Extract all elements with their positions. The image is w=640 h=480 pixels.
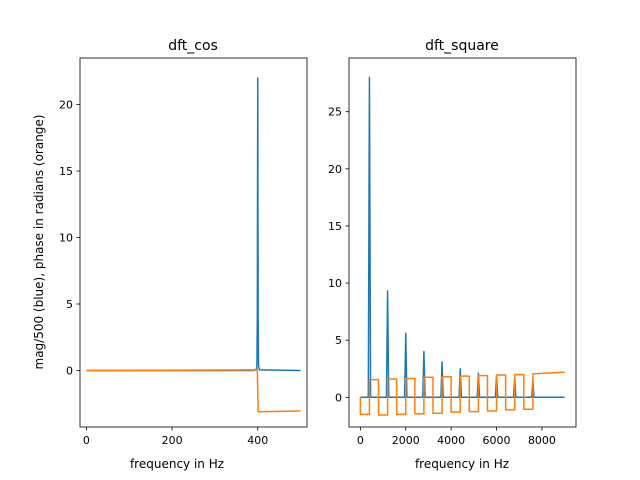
x-tick-label-dft-cos: 200 — [162, 434, 183, 447]
y-tick-label-dft-square: 15 — [328, 220, 342, 233]
x-tick-label-dft-square: 2000 — [392, 434, 420, 447]
xlabel-dft-square: frequency in Hz — [415, 457, 509, 471]
y-tick-label-dft-square: 5 — [335, 334, 342, 347]
x-tick-label-dft-cos: 400 — [247, 434, 268, 447]
series-line-dft-square-1 — [359, 371, 565, 416]
x-tick-label-dft-square: 6000 — [483, 434, 511, 447]
axes-frame-dft-square — [348, 57, 577, 428]
axes-frame-dft-cos — [79, 57, 308, 428]
series-group-dft-square — [359, 76, 565, 416]
series-group-dft-cos — [86, 77, 301, 413]
y-tick-label-dft-cos: 5 — [66, 298, 73, 311]
x-tick-label-dft-square: 4000 — [437, 434, 465, 447]
x-tick-label-dft-square: 8000 — [528, 434, 556, 447]
y-tick-label-dft-cos: 15 — [59, 165, 73, 178]
xlabel-dft-cos: frequency in Hz — [130, 457, 224, 471]
y-tick-label-dft-cos: 20 — [59, 99, 73, 112]
title-dft-cos: dft_cos — [168, 38, 218, 54]
x-tick-label-dft-square: 0 — [357, 434, 364, 447]
y-tick-label-dft-square: 10 — [328, 277, 342, 290]
y-tick-label-dft-cos: 10 — [59, 232, 73, 245]
y-tick-label-dft-square: 0 — [335, 391, 342, 404]
plot-dft-cos: dft_cos frequency in Hz mag/500 (blue), … — [32, 38, 308, 471]
plot-dft-square: dft_square frequency in Hz 0 2000 4000 6000… — [328, 38, 577, 471]
title-dft-square: dft_square — [425, 38, 499, 54]
y-tick-label-dft-cos: 0 — [66, 364, 73, 377]
series-line-dft-cos-1 — [86, 368, 301, 413]
y-tick-label-dft-square: 25 — [328, 106, 342, 119]
ylabel-dft-cos: mag/500 (blue), phase in radians (orange… — [32, 115, 46, 370]
x-tick-label-dft-cos: 0 — [83, 434, 90, 447]
y-tick-label-dft-square: 20 — [328, 163, 342, 176]
